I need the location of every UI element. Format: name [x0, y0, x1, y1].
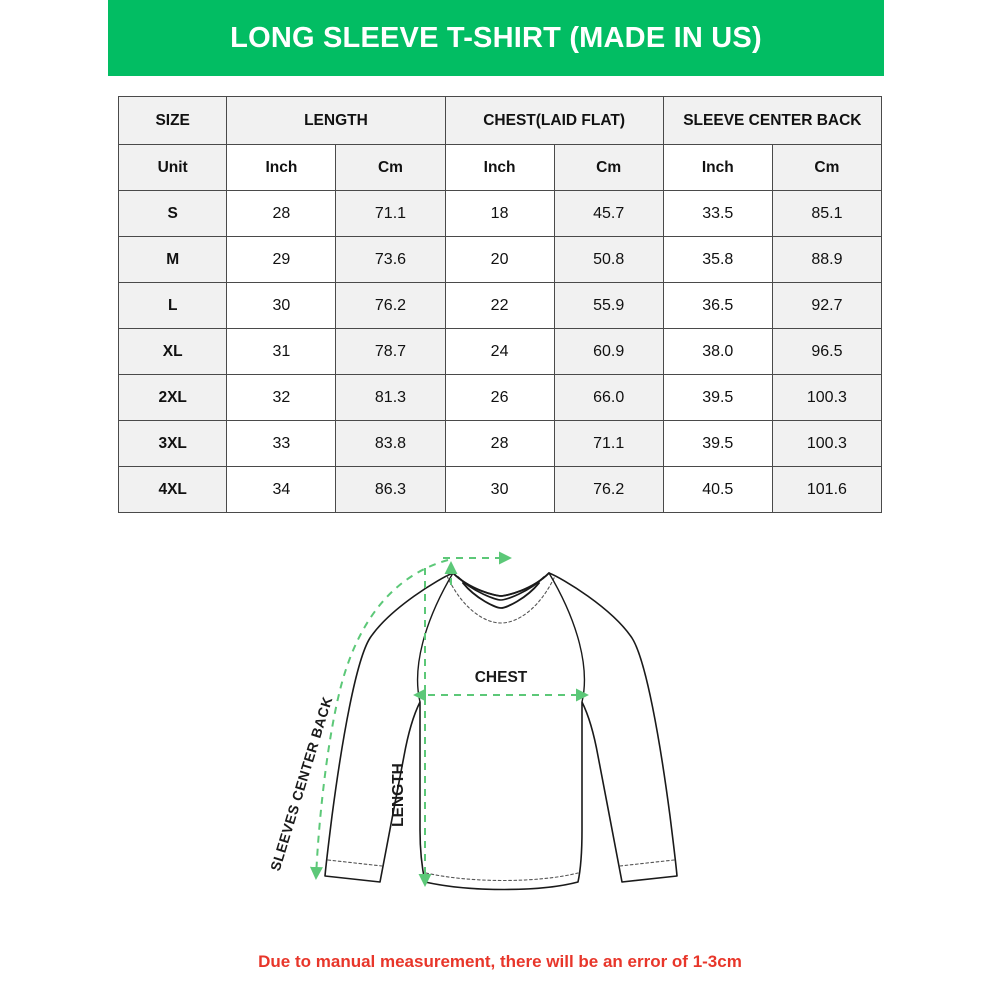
cell-sleeve-in: 35.8	[662, 236, 773, 283]
cell-size: S	[117, 190, 228, 237]
cell-sleeve-cm: 96.5	[771, 328, 883, 375]
cell-sleeve-in: 38.0	[662, 328, 773, 375]
cell-length-cm: 83.8	[335, 420, 446, 467]
measurement-diagram: CHEST LENGTH SLEEVES CENTER BACK	[270, 530, 730, 920]
table-row: 2XL 32 81.3 26 66.0 39.5 100.3	[117, 374, 883, 421]
cell-chest-in: 20	[444, 236, 555, 283]
cell-length-in: 30	[226, 282, 337, 329]
cell-chest-cm: 45.7	[553, 190, 664, 237]
cell-sleeve-in: 39.5	[662, 420, 773, 467]
cell-length-cm: 81.3	[335, 374, 446, 421]
measurement-disclaimer: Due to manual measurement, there will be…	[258, 952, 742, 971]
cell-sleeve-in: 39.5	[662, 374, 773, 421]
cell-size: 2XL	[117, 374, 228, 421]
unit-header-chest-cm: Cm	[553, 144, 664, 191]
measurement-guides	[309, 551, 589, 887]
size-chart-table: SIZE LENGTH CHEST(LAID FLAT) SLEEVE CENT…	[117, 96, 883, 513]
cell-length-cm: 71.1	[335, 190, 446, 237]
cell-length-in: 34	[226, 466, 337, 513]
size-chart-table-container: SIZE LENGTH CHEST(LAID FLAT) SLEEVE CENT…	[117, 96, 883, 513]
cell-chest-cm: 55.9	[553, 282, 664, 329]
unit-header-length-cm: Cm	[335, 144, 446, 191]
cell-size: 3XL	[117, 420, 228, 467]
label-chest: CHEST	[475, 669, 528, 686]
cell-chest-cm: 60.9	[553, 328, 664, 375]
cell-sleeve-cm: 100.3	[771, 374, 883, 421]
table-row: L 30 76.2 22 55.9 36.5 92.7	[117, 282, 883, 329]
unit-header-sleeve-cm: Cm	[771, 144, 883, 191]
table-row: S 28 71.1 18 45.7 33.5 85.1	[117, 190, 883, 237]
cell-length-cm: 76.2	[335, 282, 446, 329]
table-row: 4XL 34 86.3 30 76.2 40.5 101.6	[117, 466, 883, 513]
tshirt-outline-icon	[324, 572, 678, 891]
unit-header-chest-in: Inch	[444, 144, 555, 191]
cell-chest-cm: 66.0	[553, 374, 664, 421]
cell-chest-in: 30	[444, 466, 555, 513]
label-length: LENGTH	[390, 763, 407, 827]
cell-size: L	[117, 282, 228, 329]
group-header-chest: CHEST(LAID FLAT)	[444, 96, 664, 145]
cell-size: M	[117, 236, 228, 283]
cell-sleeve-cm: 88.9	[771, 236, 883, 283]
table-unit-header-row: Unit Inch Cm Inch Cm Inch Cm	[117, 144, 883, 191]
unit-header-unit: Unit	[117, 144, 228, 191]
cell-length-in: 31	[226, 328, 337, 375]
page-title: LONG SLEEVE T-SHIRT (MADE IN US)	[230, 21, 762, 54]
guide-sleeve-center-back	[309, 559, 449, 880]
cell-sleeve-cm: 92.7	[771, 282, 883, 329]
cell-length-cm: 86.3	[335, 466, 446, 513]
cell-chest-cm: 76.2	[553, 466, 664, 513]
group-header-sleeve: SLEEVE CENTER BACK	[662, 96, 883, 145]
cell-sleeve-cm: 85.1	[771, 190, 883, 237]
cell-sleeve-cm: 101.6	[771, 466, 883, 513]
cell-length-in: 29	[226, 236, 337, 283]
group-header-size: SIZE	[117, 96, 228, 145]
cell-chest-in: 26	[444, 374, 555, 421]
label-sleeves-center-back: SLEEVES CENTER BACK	[270, 694, 335, 873]
table-row: XL 31 78.7 24 60.9 38.0 96.5	[117, 328, 883, 375]
cell-chest-in: 18	[444, 190, 555, 237]
cell-size: XL	[117, 328, 228, 375]
cell-chest-in: 24	[444, 328, 555, 375]
cell-sleeve-in: 36.5	[662, 282, 773, 329]
table-group-header-row: SIZE LENGTH CHEST(LAID FLAT) SLEEVE CENT…	[117, 96, 883, 145]
cell-length-cm: 73.6	[335, 236, 446, 283]
cell-size: 4XL	[117, 466, 228, 513]
unit-header-length-in: Inch	[226, 144, 337, 191]
stitch-lines	[327, 575, 675, 882]
cell-sleeve-cm: 100.3	[771, 420, 883, 467]
cell-chest-cm: 71.1	[553, 420, 664, 467]
cell-chest-cm: 50.8	[553, 236, 664, 283]
cell-length-in: 32	[226, 374, 337, 421]
cell-length-in: 28	[226, 190, 337, 237]
table-row: 3XL 33 83.8 28 71.1 39.5 100.3	[117, 420, 883, 467]
unit-header-sleeve-in: Inch	[662, 144, 773, 191]
cell-sleeve-in: 33.5	[662, 190, 773, 237]
cell-length-in: 33	[226, 420, 337, 467]
header-banner: LONG SLEEVE T-SHIRT (MADE IN US)	[108, 0, 884, 76]
cell-length-cm: 78.7	[335, 328, 446, 375]
cell-sleeve-in: 40.5	[662, 466, 773, 513]
cell-chest-in: 22	[444, 282, 555, 329]
cell-chest-in: 28	[444, 420, 555, 467]
group-header-length: LENGTH	[226, 96, 446, 145]
table-row: M 29 73.6 20 50.8 35.8 88.9	[117, 236, 883, 283]
